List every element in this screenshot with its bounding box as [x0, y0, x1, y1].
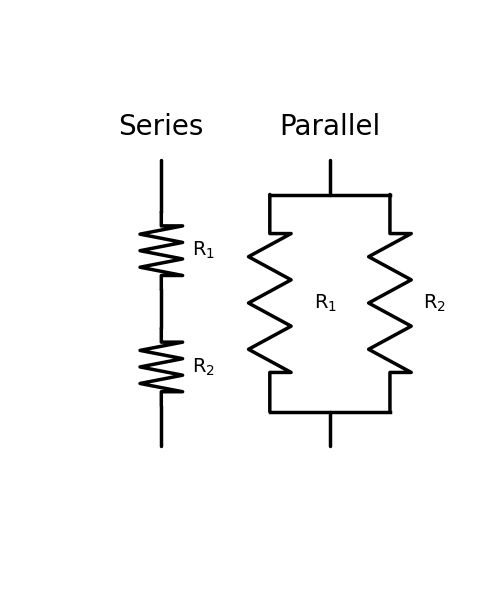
Text: R$_1$: R$_1$ — [192, 240, 216, 262]
Text: R$_1$: R$_1$ — [314, 292, 338, 314]
Text: R$_2$: R$_2$ — [192, 356, 216, 377]
Text: Series: Series — [118, 113, 204, 140]
Text: Parallel: Parallel — [279, 113, 380, 140]
Text: R$_2$: R$_2$ — [423, 292, 446, 314]
